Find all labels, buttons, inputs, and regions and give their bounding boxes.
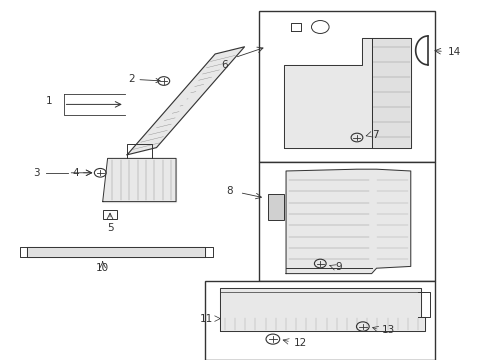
Polygon shape xyxy=(371,38,410,148)
Text: 8: 8 xyxy=(226,186,233,196)
Polygon shape xyxy=(285,169,410,274)
Bar xyxy=(267,194,283,220)
Text: 6: 6 xyxy=(221,60,228,70)
Polygon shape xyxy=(102,158,176,202)
Bar xyxy=(205,281,434,360)
Text: 4: 4 xyxy=(72,168,79,178)
Text: 11: 11 xyxy=(199,314,212,324)
Text: 2: 2 xyxy=(127,74,160,84)
Text: 1: 1 xyxy=(45,96,52,106)
Text: 14: 14 xyxy=(447,47,460,57)
Polygon shape xyxy=(127,47,244,155)
Polygon shape xyxy=(220,288,425,331)
Polygon shape xyxy=(27,247,205,257)
Text: 10: 10 xyxy=(96,263,109,273)
Bar xyxy=(259,162,434,281)
Text: 12: 12 xyxy=(293,338,306,348)
Text: 9: 9 xyxy=(334,262,341,272)
Bar xyxy=(102,210,117,219)
Bar xyxy=(259,11,434,162)
Text: 3: 3 xyxy=(33,168,40,178)
Text: 13: 13 xyxy=(381,325,394,335)
Text: 5: 5 xyxy=(106,222,113,233)
Polygon shape xyxy=(283,38,371,148)
Text: 7: 7 xyxy=(371,130,378,140)
